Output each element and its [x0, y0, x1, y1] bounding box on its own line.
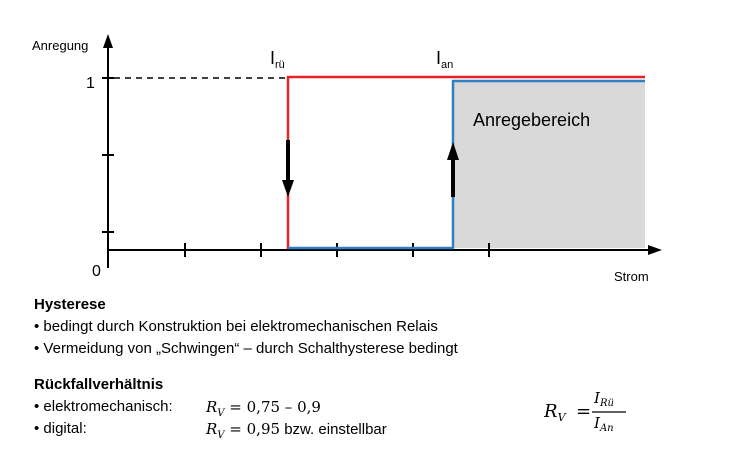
x-axis-arrowhead	[648, 245, 662, 255]
rueckfall-row-formula: RV = 0,95 bzw. einstellbar	[206, 420, 387, 441]
rv-suffix: bzw. einstellbar	[280, 421, 387, 438]
svg-text:IAn: IAn	[593, 414, 614, 434]
rueckfall-row-label: • elektromechanisch:	[34, 398, 173, 415]
hysterese-title: Hysterese	[34, 296, 106, 313]
i-an-label: Ian	[436, 48, 453, 71]
origin-label: 0	[92, 263, 101, 280]
rv-symbol: R	[206, 420, 218, 438]
i-rue-label: Irü	[270, 48, 285, 71]
up-arrow-icon	[447, 142, 459, 197]
y-axis-label: Anregung	[32, 38, 88, 53]
ratio-formula: RV = IRü IAn	[544, 389, 626, 434]
rv-value: = 0,95	[224, 420, 281, 438]
y-ticks	[102, 77, 114, 233]
x-axis-label: Strom	[614, 269, 649, 284]
rueckfall-row-label: • digital:	[34, 420, 87, 437]
svg-text:IRü: IRü	[593, 389, 614, 409]
y-tick-label-one: 1	[86, 75, 95, 92]
rv-subscript: V	[217, 408, 225, 419]
svg-text:RV: RV	[544, 401, 567, 424]
rueckfall-title: Rückfallverhältnis	[34, 376, 164, 393]
pickup-region	[453, 80, 645, 248]
x-ticks	[184, 243, 490, 257]
hysterese-bullet: • bedingt durch Konstruktion bei elektro…	[34, 318, 438, 335]
down-arrow-icon	[282, 140, 294, 197]
region-label: Anregebereich	[473, 110, 590, 130]
rv-subscript: V	[217, 430, 225, 441]
hysterese-bullet: • Vermeidung von „Schwingen“ – durch Sch…	[34, 340, 458, 357]
rv-value: = 0,75 – 0,9	[224, 398, 321, 416]
y-axis-arrowhead	[103, 34, 113, 48]
rv-symbol: R	[206, 398, 218, 416]
rueckfall-row-formula: RV = 0,75 – 0,9	[206, 398, 321, 419]
hysteresis-diagram: Anregung Strom 1 0 Irü Ian Anregebereich	[32, 34, 662, 284]
svg-text:=: =	[576, 401, 591, 422]
